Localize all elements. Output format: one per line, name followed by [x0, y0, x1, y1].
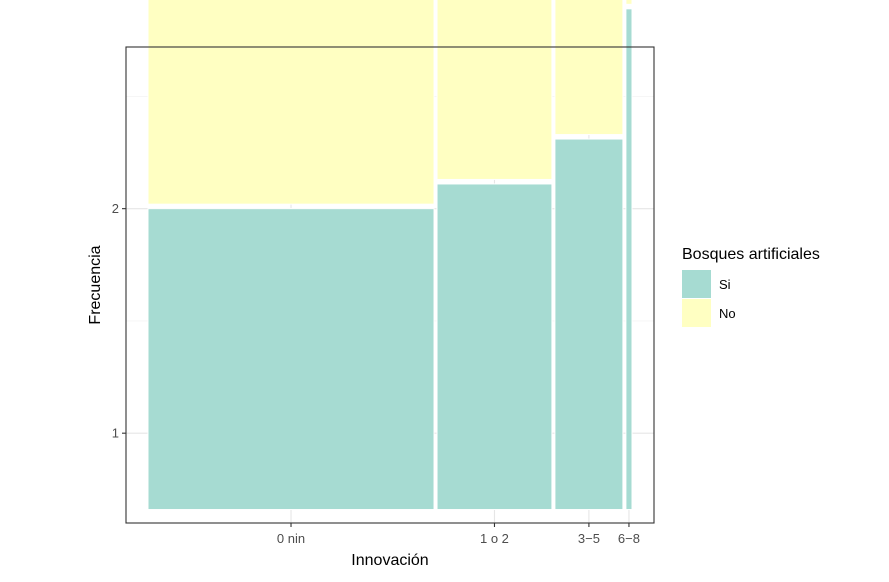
- tile-no-6-8: [625, 0, 633, 5]
- legend-key-no: [682, 299, 711, 327]
- tile-no-1-o-2: [436, 0, 553, 180]
- tile-si-0-nin: [147, 208, 435, 511]
- tile-no-0-nin: [147, 0, 435, 205]
- axes: 1 2 0 nin 1 o 2 3−5 6−8: [112, 201, 640, 546]
- x-axis-title: Innovación: [351, 552, 428, 569]
- y-tick-label: 2: [112, 201, 119, 216]
- x-tick-label: 1 o 2: [480, 531, 509, 546]
- tile-si-6-8: [625, 8, 633, 511]
- x-tick-label: 3−5: [578, 531, 600, 546]
- tile-no-3-5: [554, 0, 624, 136]
- panel-border: [125, 46, 655, 524]
- y-tick-label: 1: [112, 426, 119, 441]
- tile-si-3-5: [554, 138, 624, 511]
- x-tick-label: 0 nin: [277, 531, 305, 546]
- mosaic-tiles: [147, 0, 633, 511]
- legend: Bosques artificiales Si No: [682, 246, 820, 327]
- legend-label-si: Si: [719, 277, 731, 292]
- legend-title: Bosques artificiales: [682, 246, 820, 263]
- y-axis-title: Frecuencia: [87, 245, 104, 324]
- legend-label-no: No: [719, 306, 736, 321]
- tile-si-1-o-2: [436, 183, 553, 511]
- legend-key-si: [682, 270, 711, 298]
- x-tick-label: 6−8: [618, 531, 640, 546]
